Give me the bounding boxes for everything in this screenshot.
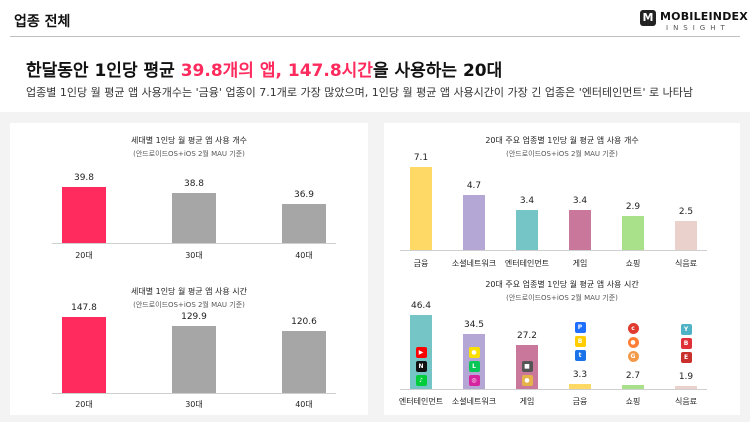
chart-note: (안드로이드OS+iOS 2월 MAU 기준) <box>506 294 618 302</box>
brand-logo: M MOBILEINDEX INSIGHT <box>640 10 748 34</box>
chart-bar <box>282 203 326 243</box>
danggeun-icon: ● <box>627 336 639 348</box>
section-title: 업종 전체 <box>14 14 71 30</box>
x-axis-line <box>52 393 336 394</box>
chart-bar <box>622 384 644 389</box>
logo-name: MOBILEINDEX <box>660 10 748 23</box>
bar-value-label: 34.5 <box>463 319 485 330</box>
chart-bar <box>569 210 591 250</box>
bar-value-label: 3.4 <box>519 196 535 207</box>
kakaobank-icon: B <box>574 335 586 347</box>
chart-note: (안드로이드OS+iOS 2월 MAU 기준) <box>506 150 618 158</box>
bar-value-label: 27.2 <box>516 331 538 342</box>
coupang-icon: c <box>627 322 639 334</box>
bar-value-label: 129.9 <box>181 311 207 322</box>
bar-value-label: 120.6 <box>291 316 317 327</box>
chart-title: 20대 주요 업종별 1인당 월 평균 앱 사용 시간 <box>485 280 639 289</box>
bar-value-label: 1.9 <box>678 371 694 382</box>
category-label: 40대 <box>295 400 313 409</box>
category-label: 쇼핑 <box>625 397 641 406</box>
bar-value-label: 4.7 <box>466 180 482 191</box>
chart-title: 세대별 1인당 월 평균 앱 사용 개수 <box>130 136 248 145</box>
chart-title: 20대 주요 업종별 1인당 월 평균 앱 사용 개수 <box>485 136 639 145</box>
bar-value-label: 36.9 <box>293 189 315 200</box>
chart-bar <box>569 383 591 389</box>
chart-bar <box>62 187 106 243</box>
melon-icon: ♪ <box>415 375 427 386</box>
netflix-icon: N <box>415 361 427 372</box>
category-label: 30대 <box>185 251 203 260</box>
youtube-icon: ▶ <box>415 347 427 358</box>
bar-value-label: 2.9 <box>625 201 641 212</box>
category-label: 식음료 <box>674 397 698 406</box>
headline-highlight: 39.8개의 앱, 147.8시간 <box>180 61 373 81</box>
top-bar: 업종 전체 M MOBILEINDEX INSIGHT <box>0 0 750 40</box>
chart-bar <box>675 385 697 389</box>
bar-value-label: 46.4 <box>410 300 432 311</box>
category-label: 30대 <box>185 400 203 409</box>
category-label: 20대 <box>75 251 93 260</box>
bar-value-label: 3.3 <box>572 369 588 380</box>
category-label: 소셜네트워크 <box>451 397 497 406</box>
category-label: 소셜네트워크 <box>451 259 497 268</box>
chart-bar <box>62 316 106 393</box>
chart-title: 세대별 1인당 월 평균 앱 사용 시간 <box>130 287 248 296</box>
bar-value-label: 2.7 <box>625 370 641 381</box>
x-axis-line <box>400 250 707 251</box>
subheadline: 업종별 1인당 월 평균 앱 사용개수는 '금융' 업종이 7.1개로 가장 많… <box>26 86 693 99</box>
logo-mark-icon: M <box>640 10 656 26</box>
bar-value-label: 7.1 <box>413 152 429 163</box>
category-label: 금융 <box>413 259 429 268</box>
headline-part2: 을 사용하는 20대 <box>372 61 503 81</box>
headline: 한달동안 1인당 평균 39.8개의 앱, 147.8시간을 사용하는 20대 <box>26 56 502 81</box>
bar-value-label: 39.8 <box>73 173 95 184</box>
category-label: 식음료 <box>674 259 698 268</box>
generation-panel: 세대별 1인당 월 평균 앱 사용 개수 (안드로이드OS+iOS 2월 MAU … <box>10 123 368 415</box>
chart-bar <box>172 325 216 393</box>
instagram-icon: ◎ <box>468 375 480 386</box>
header-divider <box>10 36 740 37</box>
category-label: 엔터테인먼트 <box>504 259 550 268</box>
bar-value-label: 38.8 <box>183 179 205 190</box>
category-label: 20대 <box>75 400 93 409</box>
category-label: 게임 <box>519 397 535 406</box>
category-label: 게임 <box>572 259 588 268</box>
headline-part1: 한달동안 1인당 평균 <box>26 61 181 81</box>
bar-value-label: 3.4 <box>572 196 588 207</box>
x-axis-line <box>52 243 336 244</box>
yogiyo-icon: Y <box>680 323 692 335</box>
category-label: 금융 <box>572 397 588 406</box>
category-label: 쇼핑 <box>625 259 641 268</box>
bar-value-label: 2.5 <box>678 206 694 217</box>
coupangeats-icon: E <box>680 351 692 363</box>
category-panel: 20대 주요 업종별 1인당 월 평균 앱 사용 개수 (안드로이드OS+iOS … <box>384 123 740 415</box>
bar-value-label: 147.8 <box>71 302 97 313</box>
gmarket-icon: G <box>627 350 639 362</box>
chart-bar <box>410 166 432 250</box>
baemin-icon: B <box>680 337 692 349</box>
pay-icon: P <box>574 321 586 333</box>
chart-bar <box>282 330 326 393</box>
chart-note: (안드로이드OS+iOS 2월 MAU 기준) <box>133 150 245 158</box>
chart-bar <box>622 215 644 250</box>
category-label: 엔터테인먼트 <box>398 397 444 406</box>
chart-note: (안드로이드OS+iOS 2월 MAU 기준) <box>133 301 245 309</box>
roblox-icon: ■ <box>521 361 533 372</box>
logo-sub: INSIGHT <box>666 24 730 32</box>
kakaotalk-icon: ● <box>468 347 480 358</box>
chart-bar <box>172 193 216 243</box>
category-label: 40대 <box>295 251 313 260</box>
cookierun-icon: ● <box>521 375 533 386</box>
x-axis-line <box>400 389 707 390</box>
line-icon: L <box>468 361 480 372</box>
chart-bar <box>463 194 485 250</box>
toss-icon: t <box>574 349 586 361</box>
chart-bar <box>675 220 697 250</box>
chart-bar <box>516 210 538 250</box>
